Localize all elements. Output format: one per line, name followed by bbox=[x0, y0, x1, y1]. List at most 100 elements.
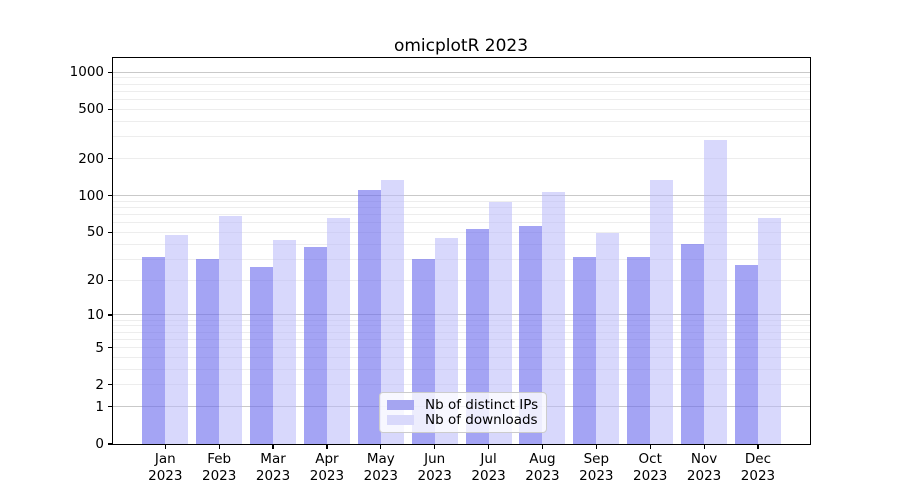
bar-distinct-ips-10 bbox=[681, 244, 705, 444]
x-tick-mark bbox=[541, 444, 544, 449]
gridline-minor bbox=[113, 243, 810, 245]
gridline-minor bbox=[113, 356, 810, 358]
y-tick-label: 200 bbox=[78, 150, 104, 167]
gridline-minor bbox=[113, 279, 810, 281]
legend-item-distinct-ips: Nb of distinct IPs bbox=[387, 397, 539, 413]
x-tick-label: May 2023 bbox=[363, 451, 398, 484]
y-tick-mark bbox=[108, 71, 113, 73]
y-tick-label: 100 bbox=[78, 187, 104, 204]
y-tick-label: 2 bbox=[95, 376, 104, 393]
y-tick-mark bbox=[108, 108, 113, 110]
y-tick-mark bbox=[108, 346, 113, 349]
bar-downloads-8 bbox=[596, 233, 620, 444]
bar-distinct-ips-1 bbox=[196, 259, 220, 444]
gridline-minor bbox=[113, 338, 810, 340]
legend-label-downloads: Nb of downloads bbox=[425, 412, 538, 428]
gridline-minor bbox=[113, 158, 810, 160]
bar-distinct-ips-8 bbox=[573, 257, 597, 444]
bar-downloads-2 bbox=[273, 240, 297, 444]
gridline-minor bbox=[113, 108, 810, 110]
y-tick-label: 5 bbox=[95, 339, 104, 356]
y-tick-label: 1000 bbox=[69, 64, 104, 81]
x-tick-mark bbox=[218, 444, 220, 449]
bar-downloads-6 bbox=[488, 202, 512, 444]
y-tick-mark bbox=[108, 194, 113, 197]
bar-distinct-ips-9 bbox=[627, 257, 651, 444]
bar-downloads-1 bbox=[219, 216, 243, 444]
x-tick-label: Aug 2023 bbox=[525, 451, 560, 484]
bar-distinct-ips-0 bbox=[142, 257, 166, 444]
bar-downloads-0 bbox=[165, 234, 189, 444]
y-tick-label: 20 bbox=[86, 272, 104, 289]
y-tick-mark bbox=[108, 231, 113, 233]
y-tick-label: 0 bbox=[95, 436, 104, 452]
gridline-minor bbox=[113, 90, 810, 92]
gridline-minor bbox=[113, 214, 810, 216]
gridline-minor bbox=[113, 120, 810, 122]
x-tick-mark bbox=[487, 444, 490, 449]
gridline-minor bbox=[113, 222, 810, 224]
x-tick-label: Jul 2023 bbox=[471, 451, 506, 484]
legend-item-downloads: Nb of downloads bbox=[387, 412, 539, 428]
x-tick-mark bbox=[326, 444, 328, 449]
bar-downloads-7 bbox=[542, 192, 566, 444]
gridline-minor bbox=[113, 136, 810, 138]
y-tick-label: 10 bbox=[86, 306, 104, 323]
x-tick-label: Feb 2023 bbox=[201, 451, 237, 484]
bar-distinct-ips-4 bbox=[357, 189, 381, 444]
x-tick-label: Jan 2023 bbox=[148, 451, 183, 484]
gridline-minor bbox=[113, 231, 810, 233]
bar-downloads-11 bbox=[757, 217, 781, 444]
x-tick-mark bbox=[164, 444, 166, 449]
y-tick-mark bbox=[108, 384, 113, 386]
gridline-minor bbox=[113, 83, 810, 85]
gridline-minor bbox=[113, 331, 810, 333]
gridline-minor bbox=[113, 325, 810, 327]
x-tick-label: Dec 2023 bbox=[740, 451, 776, 484]
gridline-minor bbox=[113, 319, 810, 321]
x-tick-label: Sep 2023 bbox=[579, 451, 614, 484]
x-tick-mark bbox=[380, 444, 382, 449]
y-tick-mark bbox=[108, 279, 113, 281]
x-tick-mark bbox=[595, 444, 597, 449]
gridline-minor bbox=[113, 384, 810, 386]
chart-title: omicplotR 2023 bbox=[393, 36, 529, 56]
x-tick-label: Mar 2023 bbox=[255, 451, 291, 484]
x-tick-mark bbox=[434, 444, 436, 449]
y-tick-label: 1 bbox=[95, 398, 104, 415]
gridline-minor bbox=[113, 347, 810, 349]
legend: Nb of distinct IPs Nb of downloads bbox=[379, 392, 547, 433]
x-tick-mark bbox=[703, 444, 705, 449]
x-tick-label: Jun 2023 bbox=[417, 451, 452, 484]
gridline-minor bbox=[113, 200, 810, 202]
y-tick-label: 500 bbox=[78, 101, 104, 118]
gridline-minor bbox=[113, 99, 810, 101]
bar-downloads-9 bbox=[650, 180, 674, 444]
legend-swatch-distinct-ips bbox=[387, 400, 414, 410]
y-tick-mark bbox=[108, 406, 113, 408]
x-tick-mark bbox=[757, 444, 759, 449]
y-tick-mark bbox=[108, 443, 113, 445]
gridline-major bbox=[113, 314, 810, 316]
y-tick-mark bbox=[108, 314, 113, 316]
bar-distinct-ips-6 bbox=[465, 229, 489, 444]
bar-downloads-3 bbox=[326, 217, 350, 444]
bar-downloads-10 bbox=[704, 140, 728, 444]
x-tick-mark bbox=[649, 444, 651, 449]
bar-downloads-4 bbox=[380, 179, 404, 444]
bar-distinct-ips-3 bbox=[303, 246, 327, 444]
x-tick-label: Apr 2023 bbox=[309, 451, 345, 484]
bar-distinct-ips-7 bbox=[519, 226, 543, 444]
x-tick-label: Oct 2023 bbox=[633, 451, 668, 484]
bar-distinct-ips-11 bbox=[734, 264, 758, 444]
plot-area: Nb of distinct IPs Nb of downloads bbox=[112, 57, 811, 445]
gridline-minor bbox=[113, 77, 810, 79]
gridline-minor bbox=[113, 368, 810, 370]
bar-distinct-ips-2 bbox=[250, 266, 274, 444]
x-tick-mark bbox=[272, 444, 274, 449]
y-tick-mark bbox=[108, 157, 113, 160]
gridline-major bbox=[113, 195, 810, 197]
gridline-minor bbox=[113, 206, 810, 208]
legend-label-distinct-ips: Nb of distinct IPs bbox=[425, 397, 539, 413]
